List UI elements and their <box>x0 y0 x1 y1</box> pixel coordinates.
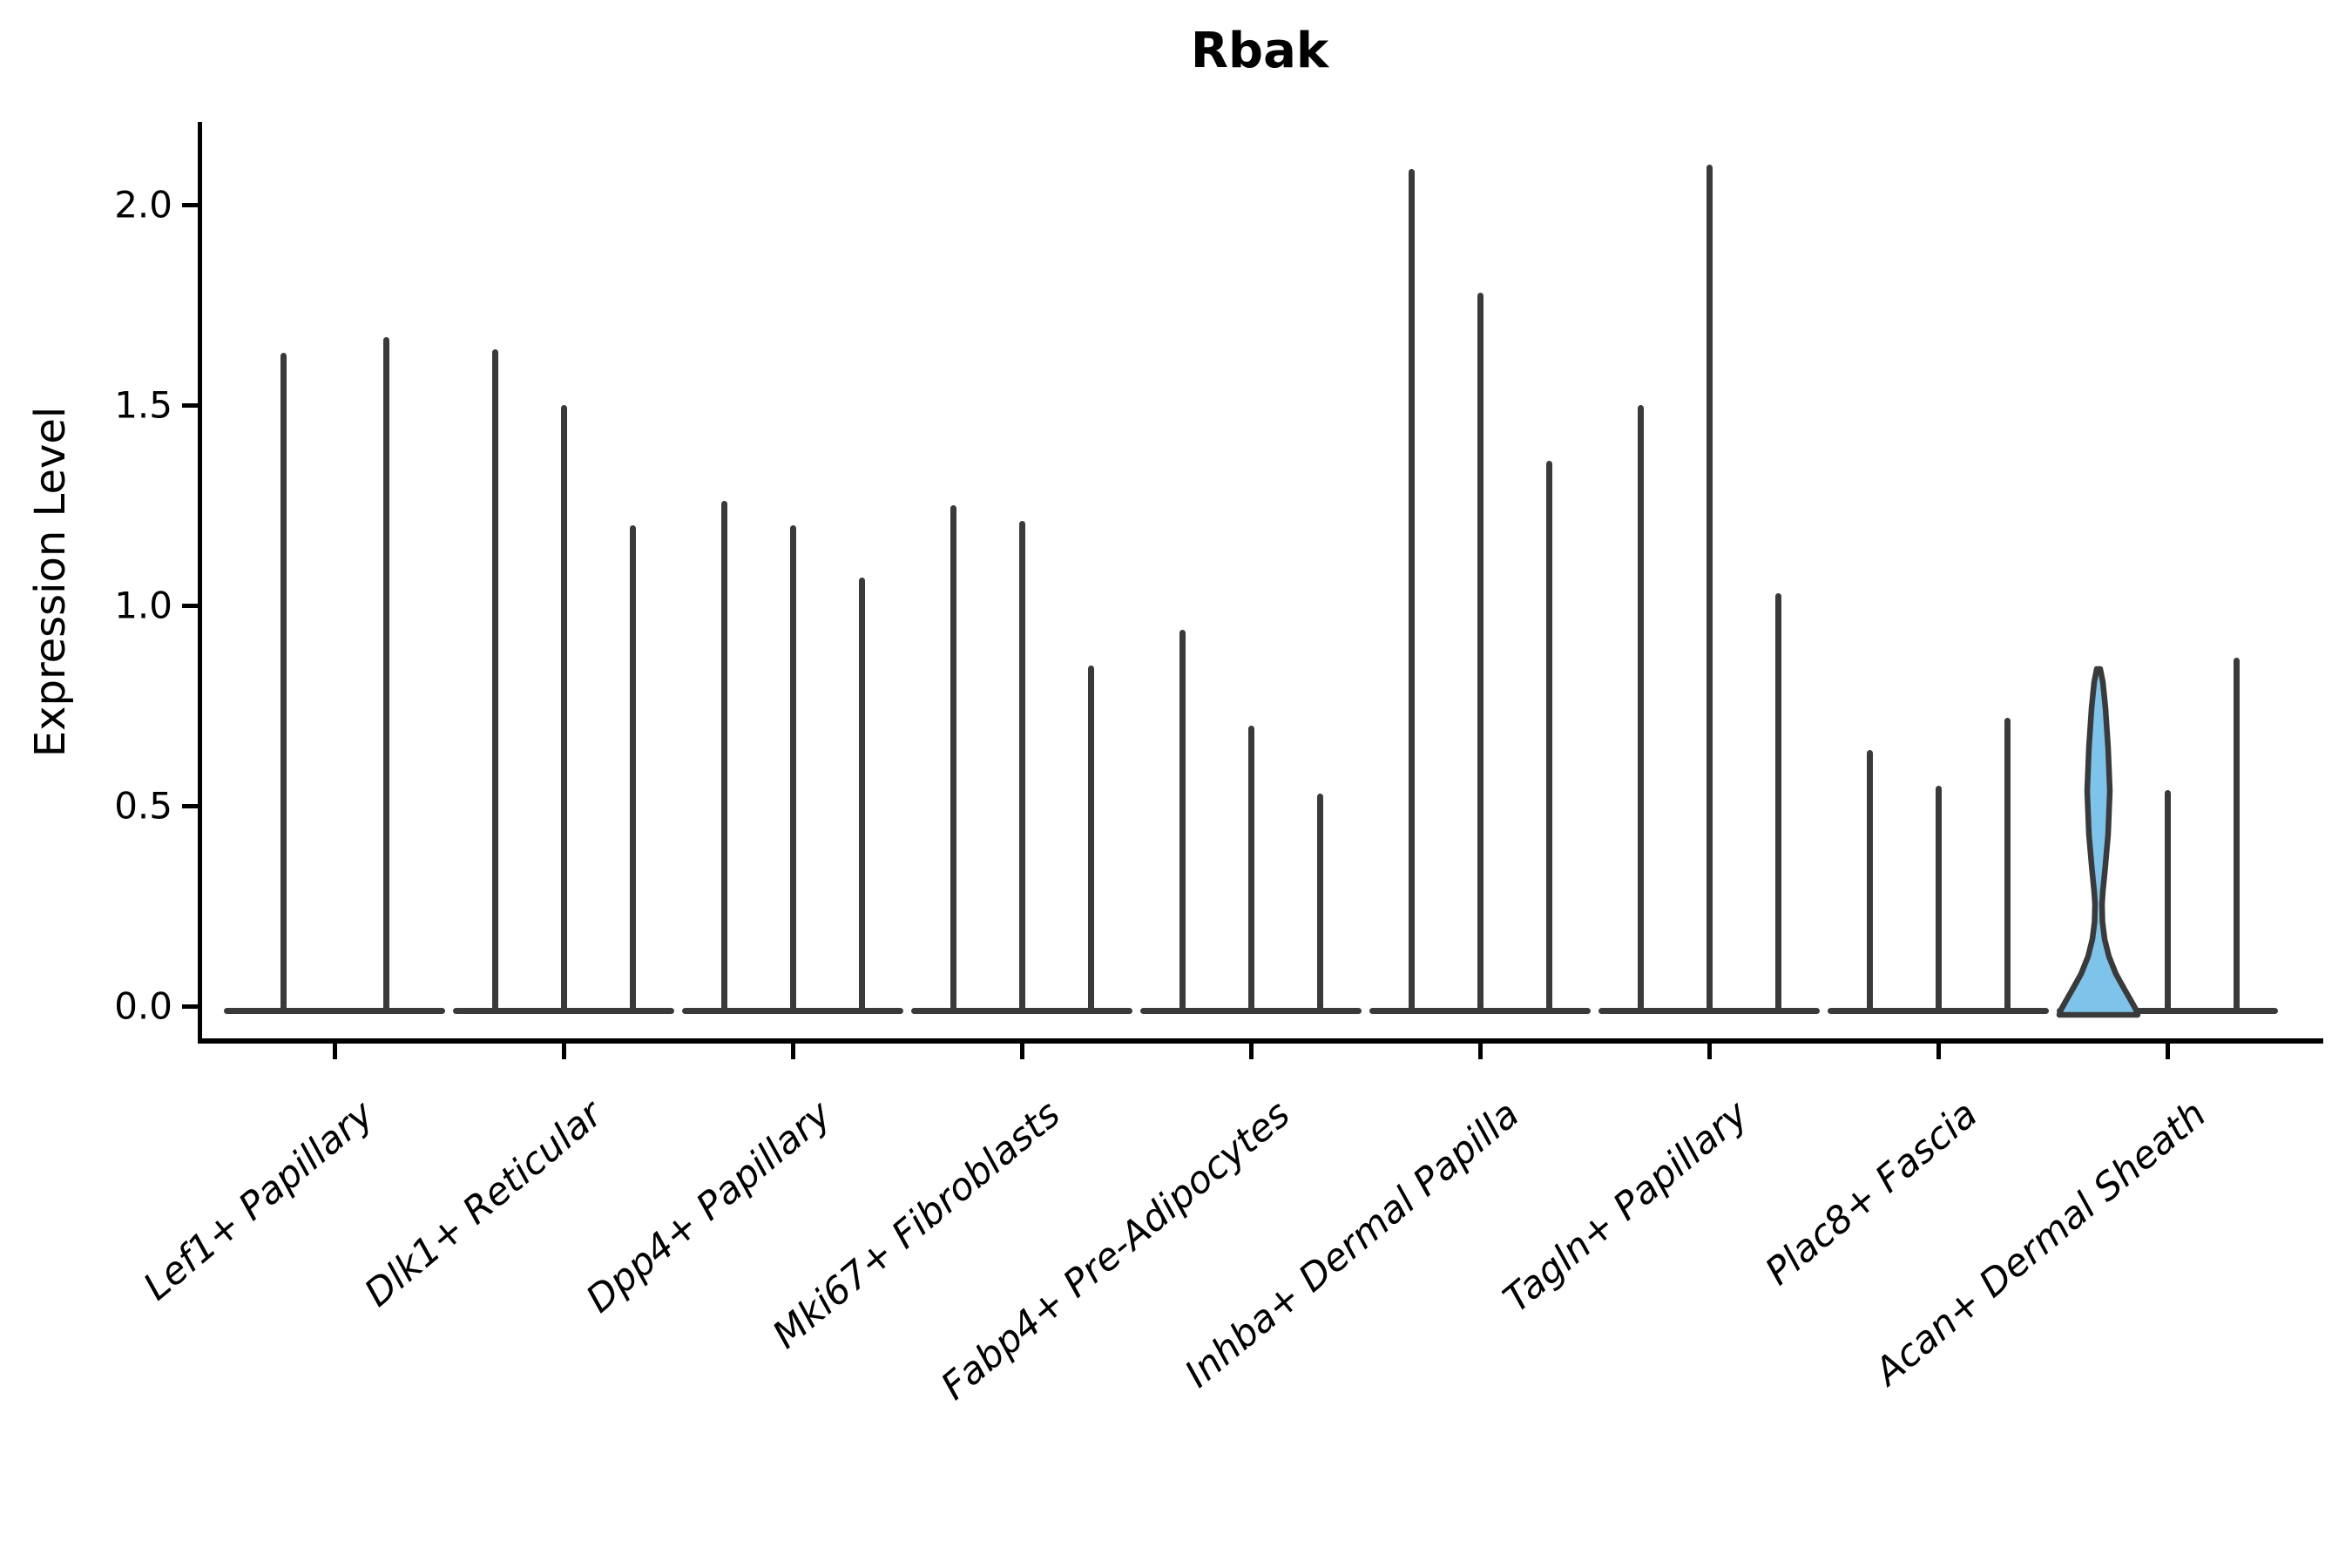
y-axis-spine <box>198 122 202 1044</box>
y-tick-label: 1.5 <box>114 383 172 427</box>
violin-spike <box>2233 657 2240 1014</box>
y-tick-label: 2.0 <box>114 183 172 226</box>
violin-spike <box>1935 786 1942 1014</box>
y-tick-mark <box>182 403 198 408</box>
x-tick-mark <box>1478 1044 1483 1059</box>
violin-spike <box>1706 165 1713 1014</box>
x-tick-mark <box>562 1044 566 1059</box>
violin-spike <box>629 525 636 1014</box>
violin-spike <box>280 353 287 1014</box>
violin-spike <box>1637 405 1644 1014</box>
violin-spike <box>1316 794 1323 1014</box>
x-axis-category-label: Lef1+ Papillary <box>135 1092 382 1309</box>
y-axis-label: Expression Level <box>26 406 75 758</box>
x-tick-mark <box>2166 1044 2170 1059</box>
highlighted-filled-violin <box>2056 666 2141 1018</box>
violin-spike <box>1087 666 1094 1014</box>
x-axis-category-label: Dpp4+ Papillary <box>578 1092 841 1322</box>
y-tick-label: 1.0 <box>114 584 172 627</box>
violin-spike <box>1018 521 1025 1014</box>
x-axis-category-label: Plac8+ Fascia <box>1756 1092 1986 1294</box>
x-axis-category-label: Tagln+ Papillary <box>1495 1092 1757 1321</box>
violin-spike <box>789 525 796 1014</box>
y-tick-mark <box>182 203 198 207</box>
x-tick-mark <box>1936 1044 1941 1059</box>
y-tick-mark <box>182 1004 198 1009</box>
violin-spike <box>1179 629 1186 1014</box>
filled-violin-outline <box>2056 666 2141 1018</box>
y-tick-label: 0.0 <box>114 984 172 1028</box>
violin-spike <box>720 501 727 1014</box>
y-tick-label: 0.5 <box>114 784 172 828</box>
violin-spike <box>1774 593 1781 1014</box>
violin-spike <box>1247 726 1254 1014</box>
x-axis-category-label: Dlk1+ Reticular <box>356 1092 612 1316</box>
x-tick-mark <box>1707 1044 1712 1059</box>
chart-title: Rbak <box>1190 23 1329 79</box>
violin-spike <box>2164 789 2171 1014</box>
x-tick-mark <box>1249 1044 1254 1059</box>
x-axis-spine <box>198 1038 2323 1044</box>
violin-spike <box>1866 749 1873 1014</box>
x-tick-mark <box>1020 1044 1024 1059</box>
y-tick-mark <box>182 804 198 808</box>
violin-spike <box>560 405 567 1014</box>
x-tick-mark <box>791 1044 795 1059</box>
violin-spike <box>1545 461 1552 1014</box>
violin-spike <box>1408 168 1415 1014</box>
violin-baseline <box>224 1008 445 1014</box>
violin-spike <box>2004 717 2011 1014</box>
violin-spike <box>1477 293 1484 1014</box>
y-tick-mark <box>182 604 198 608</box>
violin-spike <box>382 336 389 1014</box>
violin-spike <box>491 348 498 1014</box>
x-tick-mark <box>333 1044 337 1059</box>
violin-spike <box>950 505 956 1014</box>
violin-spike <box>858 577 865 1014</box>
